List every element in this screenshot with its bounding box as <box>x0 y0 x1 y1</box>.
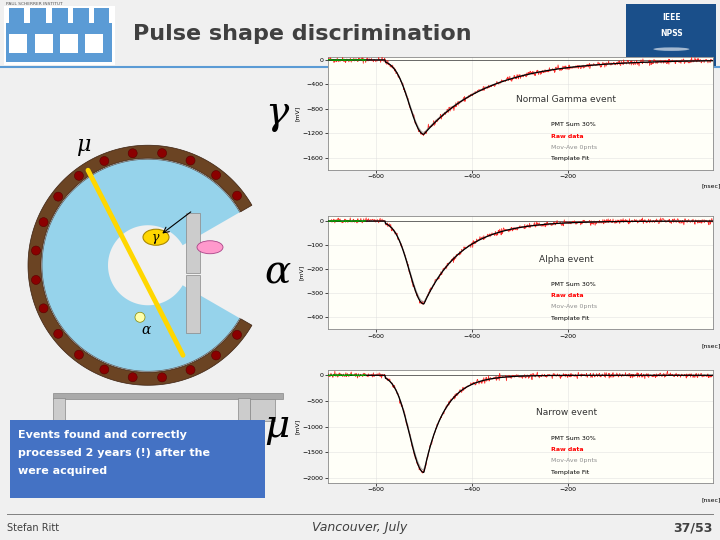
Circle shape <box>39 304 48 313</box>
Text: γ: γ <box>266 95 289 132</box>
Text: Vancouver, July: Vancouver, July <box>312 521 408 534</box>
Bar <box>9 35 27 52</box>
X-axis label: [nsec]: [nsec] <box>701 184 720 188</box>
Text: Raw data: Raw data <box>551 447 583 452</box>
Text: Narrow event: Narrow event <box>536 408 597 417</box>
Text: Pulse shape discrimination: Pulse shape discrimination <box>133 24 472 44</box>
Text: Events found and correctly: Events found and correctly <box>18 430 187 440</box>
Bar <box>250 399 275 421</box>
Ellipse shape <box>197 241 223 254</box>
Circle shape <box>74 350 84 359</box>
Polygon shape <box>28 145 252 385</box>
Circle shape <box>100 157 109 165</box>
Text: were acquired: were acquired <box>18 467 107 476</box>
Text: Raw data: Raw data <box>551 134 583 139</box>
Text: Template Fit: Template Fit <box>551 470 589 475</box>
Bar <box>6 32 112 55</box>
Circle shape <box>654 48 690 51</box>
Bar <box>52 32 68 55</box>
Circle shape <box>158 373 166 382</box>
Bar <box>94 32 109 55</box>
Bar <box>9 32 24 55</box>
Bar <box>186 213 200 273</box>
Bar <box>73 8 89 31</box>
Circle shape <box>54 329 63 339</box>
Bar <box>186 275 200 333</box>
Circle shape <box>233 191 241 200</box>
Bar <box>30 32 46 55</box>
Text: Template Fit: Template Fit <box>551 316 589 321</box>
Circle shape <box>128 148 138 158</box>
Text: Mov-Ave 0pnts: Mov-Ave 0pnts <box>551 305 597 309</box>
Text: Alpha event: Alpha event <box>539 254 594 264</box>
Text: α: α <box>141 323 150 338</box>
Bar <box>6 53 112 62</box>
Bar <box>60 35 78 52</box>
Text: PAUL SCHERRER INSTITUT: PAUL SCHERRER INSTITUT <box>6 2 63 6</box>
Text: NPSS: NPSS <box>660 30 683 38</box>
Bar <box>52 8 68 31</box>
Bar <box>35 35 53 52</box>
Bar <box>85 35 103 52</box>
Bar <box>626 3 716 66</box>
Circle shape <box>158 148 166 158</box>
Circle shape <box>39 218 48 227</box>
Bar <box>6 23 112 31</box>
Circle shape <box>32 275 40 285</box>
Circle shape <box>128 373 138 382</box>
Text: Stefan Ritt: Stefan Ritt <box>7 523 59 532</box>
Circle shape <box>212 171 220 179</box>
Circle shape <box>32 246 40 255</box>
X-axis label: [nsec]: [nsec] <box>701 497 720 502</box>
Text: 37/53: 37/53 <box>673 521 713 534</box>
Text: μ: μ <box>264 408 290 445</box>
Text: α: α <box>264 254 290 291</box>
Text: γ: γ <box>152 231 160 244</box>
Bar <box>10 420 265 498</box>
Y-axis label: [mV]: [mV] <box>294 106 300 121</box>
Text: processed 2 years (!) after the: processed 2 years (!) after the <box>18 448 210 458</box>
Text: PMT Sum 30%: PMT Sum 30% <box>551 123 595 127</box>
Circle shape <box>233 330 241 339</box>
Text: IEEE: IEEE <box>662 12 680 22</box>
Y-axis label: [mV]: [mV] <box>294 419 300 434</box>
Circle shape <box>186 366 195 374</box>
Circle shape <box>212 351 220 360</box>
Text: PMT Sum 30%: PMT Sum 30% <box>551 282 595 287</box>
Text: Raw data: Raw data <box>551 293 583 298</box>
Ellipse shape <box>143 230 169 245</box>
Circle shape <box>135 312 145 322</box>
Text: μ: μ <box>76 134 90 156</box>
Circle shape <box>186 156 195 165</box>
Bar <box>30 8 46 31</box>
Bar <box>94 8 109 31</box>
Bar <box>53 399 65 448</box>
X-axis label: [nsec]: [nsec] <box>701 343 720 348</box>
Bar <box>4 5 115 65</box>
Text: Mov-Ave 0pnts: Mov-Ave 0pnts <box>551 458 597 463</box>
Y-axis label: [mV]: [mV] <box>299 265 304 280</box>
Circle shape <box>100 365 109 374</box>
Text: Mov-Ave 0pnts: Mov-Ave 0pnts <box>551 145 597 150</box>
Circle shape <box>74 171 84 180</box>
Text: PMT Sum 30%: PMT Sum 30% <box>551 436 595 441</box>
Text: Normal Gamma event: Normal Gamma event <box>516 95 616 104</box>
Bar <box>73 32 89 55</box>
Bar <box>238 399 250 448</box>
Polygon shape <box>42 159 240 372</box>
Bar <box>9 8 24 31</box>
Circle shape <box>54 192 63 201</box>
Text: Template Fit: Template Fit <box>551 157 589 161</box>
Bar <box>53 393 283 399</box>
